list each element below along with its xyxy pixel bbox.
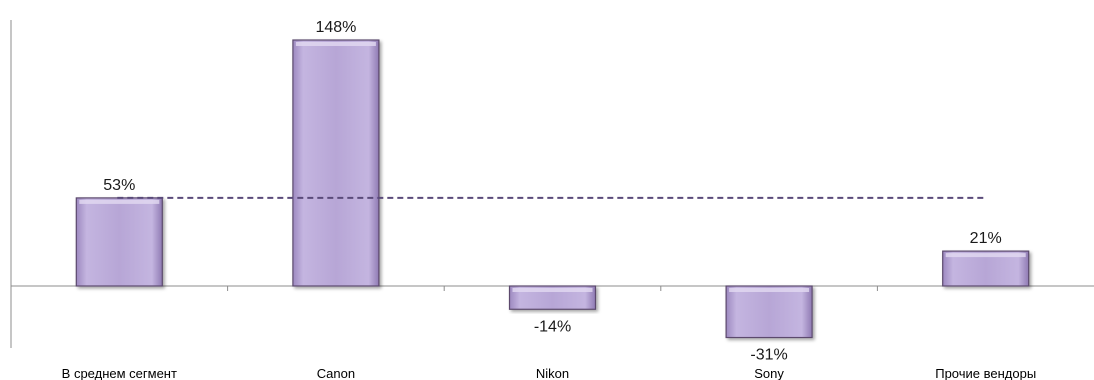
bar [292, 39, 380, 287]
x-tick-label: Canon [317, 366, 355, 380]
x-tick-label: Sony [754, 366, 784, 380]
bar-highlight [79, 199, 160, 204]
bar [75, 197, 163, 287]
data-label: 148% [315, 19, 356, 36]
bar-highlight [945, 253, 1026, 258]
x-tick-label: В среднем сегмент [62, 366, 177, 380]
data-label: -14% [534, 318, 571, 335]
plot-area: 53% В среднем сегмент 148% Canon -14% Nikon -3… [10, 19, 1094, 380]
bar-highlight [729, 288, 810, 292]
data-label: 21% [970, 230, 1002, 247]
bar-highlight [295, 42, 376, 46]
x-tick-label: Прочие вендоры [935, 366, 1036, 380]
bar-highlight [512, 288, 593, 292]
x-tick-label: Nikon [536, 366, 569, 380]
data-label: -31% [750, 347, 787, 364]
data-label: 53% [103, 177, 135, 194]
bar [725, 285, 813, 339]
